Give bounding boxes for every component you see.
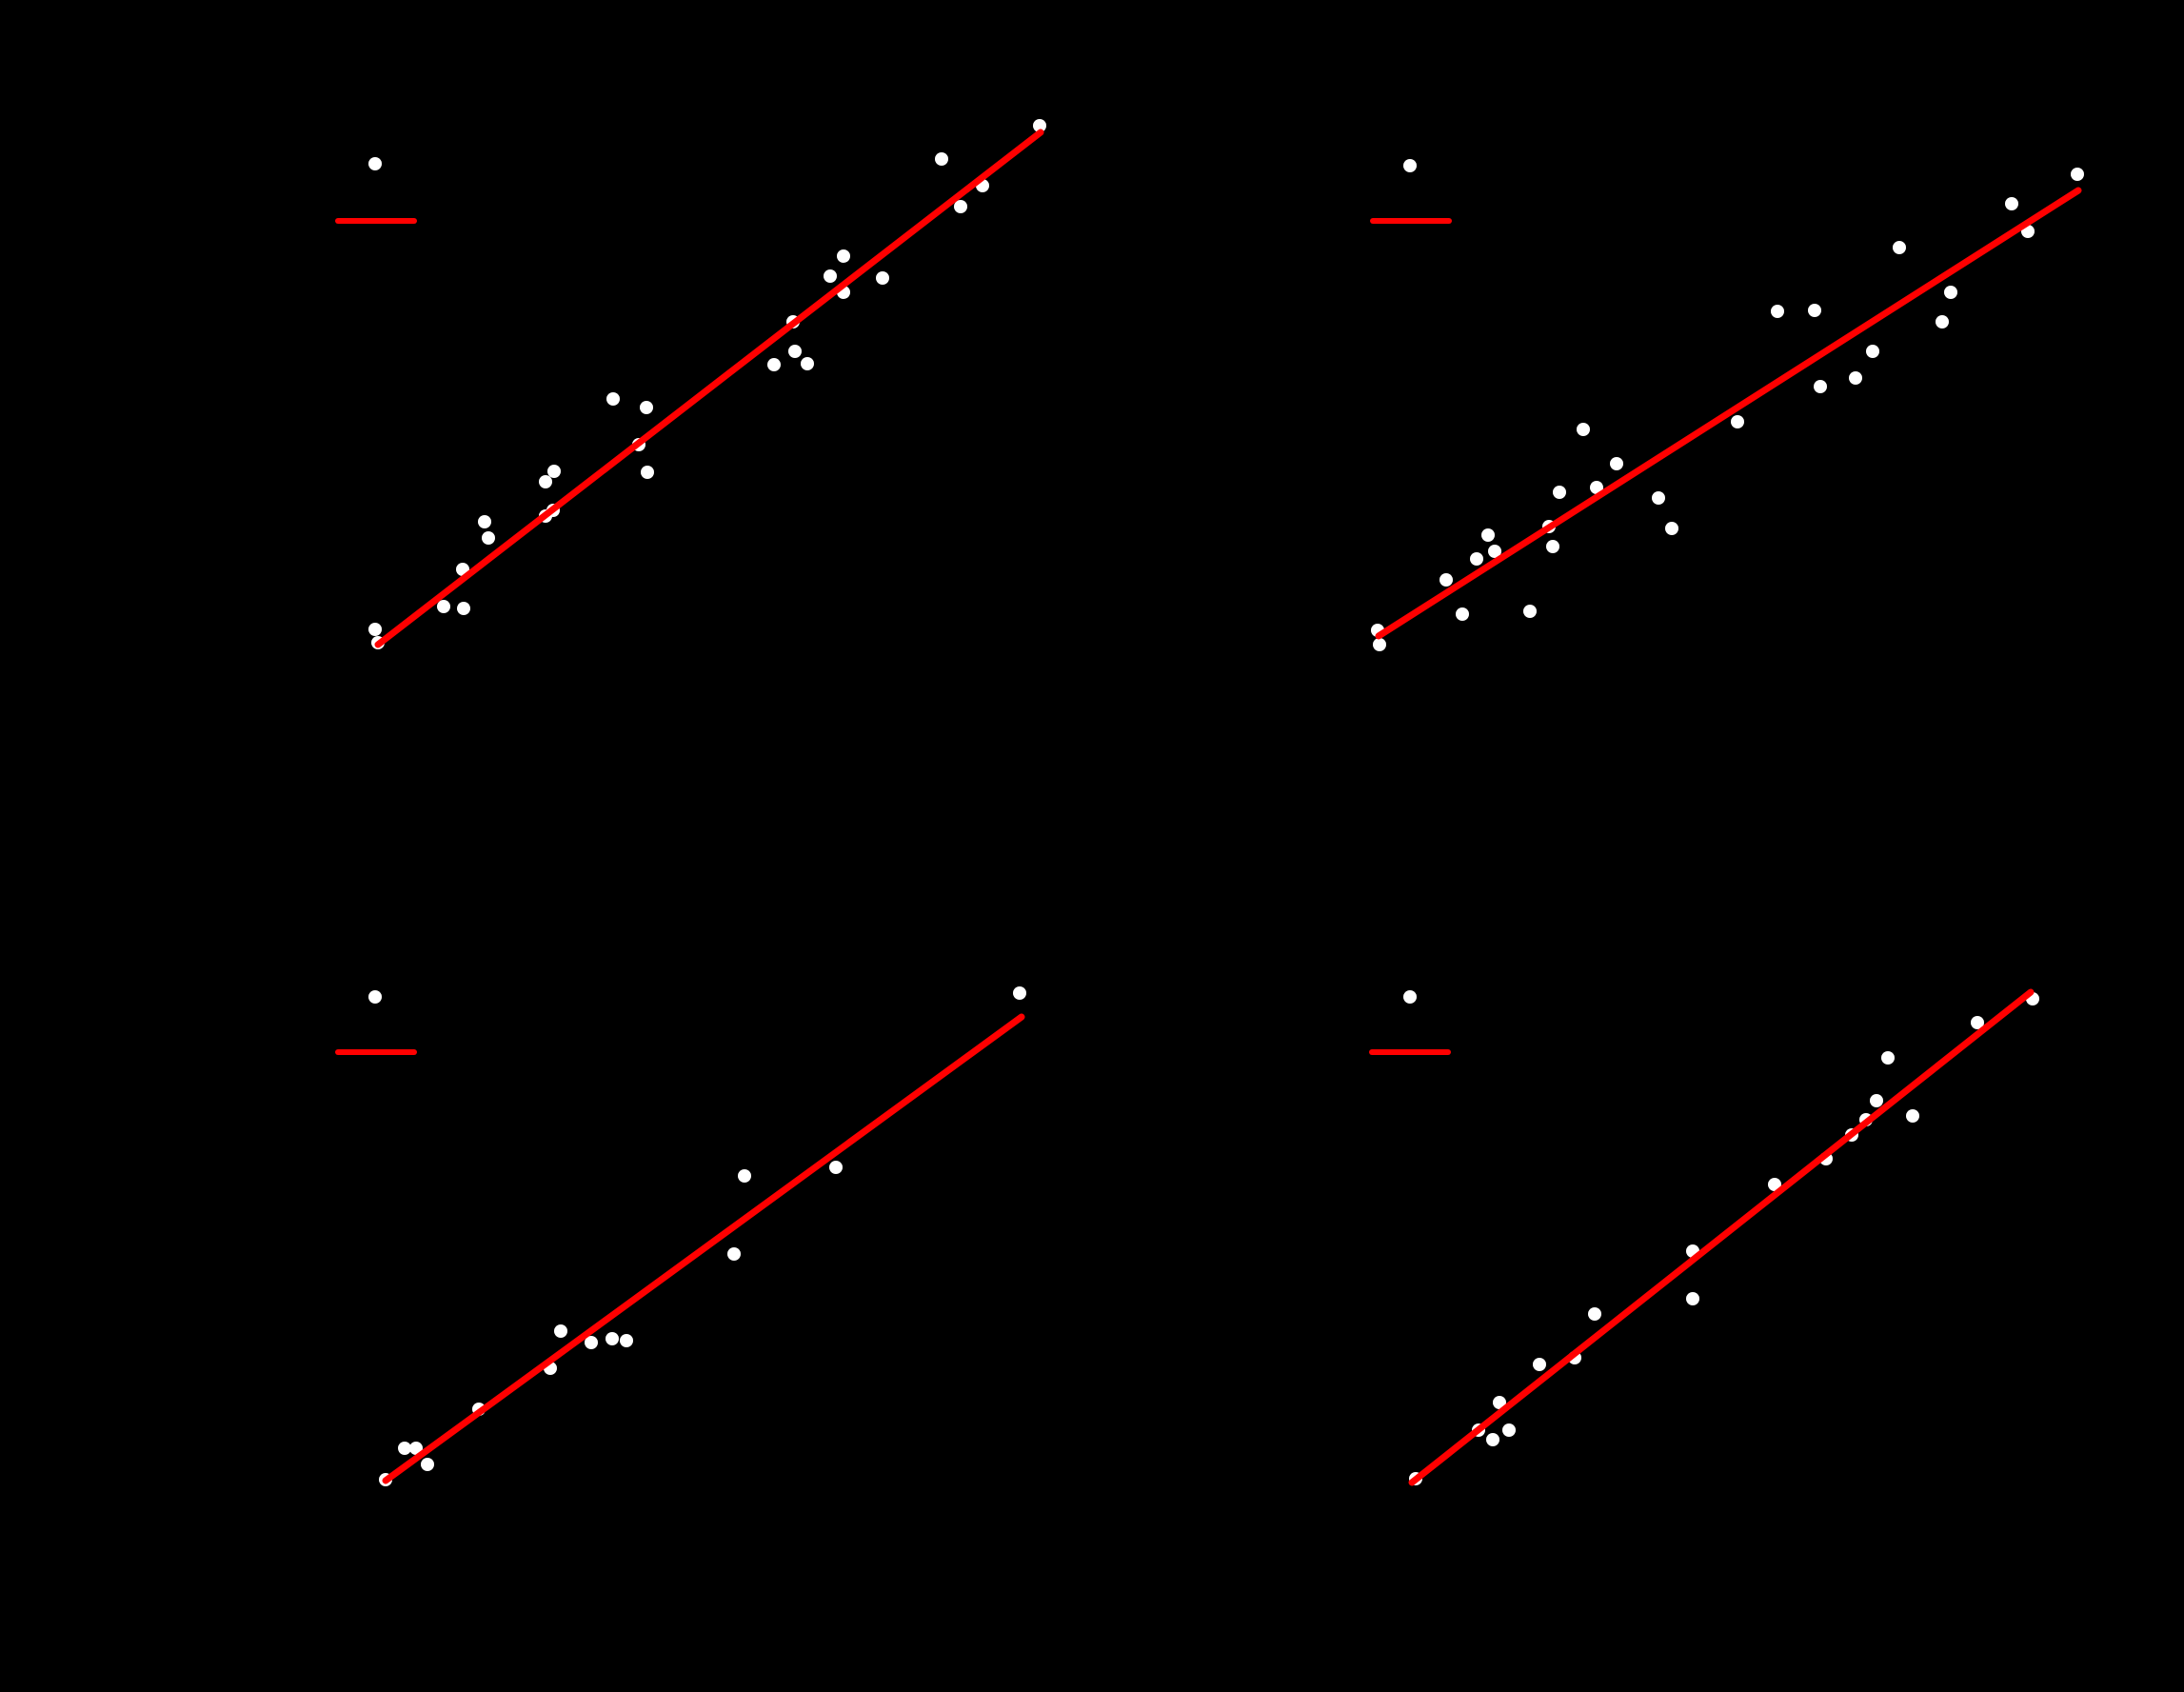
data-point — [368, 623, 382, 636]
data-point — [409, 1442, 423, 1455]
data-point — [876, 271, 889, 285]
data-point — [1488, 545, 1501, 558]
data-point — [1533, 1358, 1546, 1371]
data-point — [935, 152, 948, 166]
legend-point-marker — [368, 990, 382, 1004]
data-point — [1881, 1051, 1895, 1065]
fit-line — [374, 129, 1044, 648]
data-point — [620, 1334, 633, 1347]
data-point — [788, 345, 802, 358]
data-point — [1033, 119, 1046, 132]
data-point — [1768, 1178, 1781, 1191]
panel-bottom-left — [335, 986, 1026, 1486]
data-point — [1652, 491, 1665, 505]
data-point — [1686, 1292, 1699, 1305]
data-point — [954, 200, 967, 213]
data-point — [421, 1458, 434, 1471]
data-point — [1808, 304, 1821, 317]
legend-top-left — [335, 157, 417, 224]
data-point — [606, 1332, 619, 1345]
data-point — [641, 466, 654, 479]
data-point — [437, 600, 450, 613]
legend-top-right — [1370, 159, 1452, 224]
data-point — [1523, 605, 1537, 618]
data-point — [1502, 1423, 1516, 1437]
data-point — [1577, 423, 1590, 436]
data-point — [1936, 315, 1949, 328]
data-point — [2071, 168, 2084, 181]
data-point — [640, 401, 653, 414]
data-point — [738, 1169, 751, 1183]
data-point — [478, 515, 491, 528]
data-point — [727, 1247, 741, 1261]
data-point — [539, 475, 552, 488]
data-point — [1771, 305, 1784, 318]
data-point — [2005, 197, 2018, 210]
data-point — [1486, 1433, 1499, 1446]
legend-bottom-right — [1369, 990, 1451, 1055]
data-point — [1665, 522, 1678, 535]
data-point — [1590, 481, 1603, 494]
data-point — [1849, 371, 1862, 385]
legend-point-marker — [1403, 159, 1417, 172]
fit-line — [1408, 988, 2035, 1486]
panel-bottom-right — [1369, 988, 2039, 1486]
panel-top-right — [1370, 159, 2084, 651]
data-point — [1814, 380, 1827, 393]
data-point — [554, 1324, 567, 1338]
data-point — [1588, 1307, 1601, 1321]
data-point — [457, 602, 470, 615]
data-point — [1893, 241, 1906, 254]
data-point — [1610, 457, 1623, 470]
fit-line — [382, 1013, 1025, 1484]
data-point — [1971, 1016, 1984, 1029]
fit-line — [1375, 187, 2082, 640]
data-point — [398, 1442, 411, 1455]
data-point — [1439, 573, 1453, 587]
data-point — [824, 269, 837, 283]
data-point — [1553, 486, 1566, 499]
legend-point-marker — [1403, 990, 1417, 1004]
data-point — [1866, 345, 1879, 358]
data-point — [1373, 638, 1386, 651]
data-point — [801, 357, 814, 370]
data-point — [482, 531, 495, 545]
data-point — [837, 249, 850, 263]
data-point — [1944, 286, 1957, 299]
data-point — [829, 1161, 843, 1174]
legend-bottom-left — [335, 990, 417, 1055]
data-point — [1481, 528, 1495, 542]
data-point — [1906, 1109, 1919, 1123]
data-point — [1470, 552, 1483, 566]
data-point — [1546, 540, 1559, 553]
data-point — [1493, 1396, 1506, 1409]
data-point — [1013, 986, 1026, 1000]
data-point — [585, 1336, 598, 1349]
panel-top-left — [335, 119, 1046, 649]
data-point — [1731, 415, 1744, 428]
data-point — [1456, 607, 1469, 621]
legend-point-marker — [368, 157, 382, 170]
data-point — [547, 465, 561, 478]
data-point — [606, 392, 620, 406]
data-point — [1870, 1094, 1883, 1107]
data-point — [767, 358, 781, 371]
